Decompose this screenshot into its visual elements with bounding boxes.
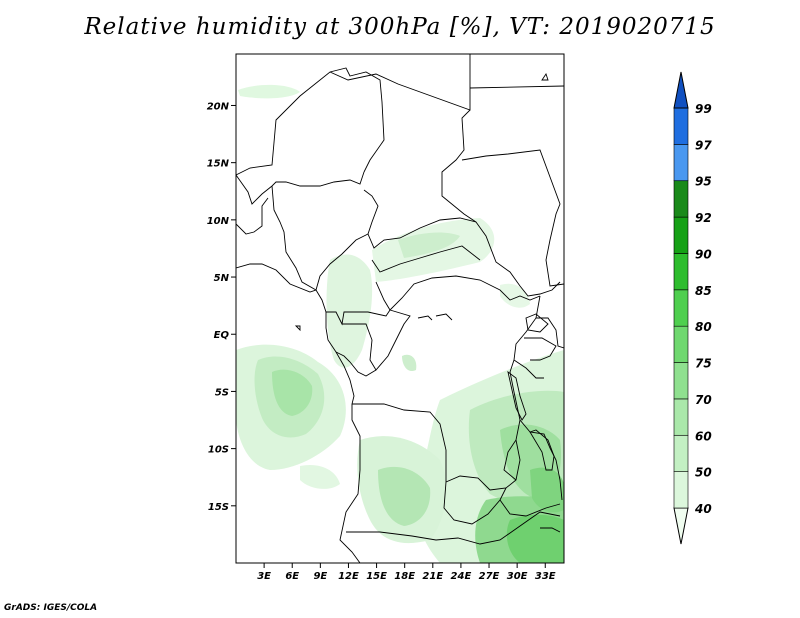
colorbar-level-label: 75 (695, 357, 712, 371)
humidity-shading (236, 84, 564, 563)
colorbar-level-label: 99 (695, 102, 712, 116)
credit-label: GrADS: IGES/COLA (4, 603, 98, 613)
lon-tick-label: 6E (285, 571, 299, 582)
country-borders (236, 54, 564, 563)
colorbar-level-label: 95 (695, 175, 712, 189)
lat-tick-label: 5N (214, 273, 230, 284)
colorbar-band (673, 180, 689, 218)
colorbar-band (673, 471, 689, 509)
lon-tick-label: 3E (257, 571, 271, 582)
colorbar-level-label: 60 (695, 429, 712, 443)
lon-tick-label: 18E (394, 571, 415, 582)
colorbar-high-triangle (673, 71, 689, 109)
colorbar-band (673, 289, 689, 327)
colorbar: 40 50 60 70 75 80 85 90 92 95 97 99 (673, 71, 712, 545)
lon-tick-label: 12E (338, 571, 359, 582)
colorbar-low-triangle (673, 507, 689, 545)
colorbar-band (673, 362, 689, 400)
lat-tick-label: EQ (214, 330, 230, 341)
colorbar-level-label: 70 (695, 393, 712, 407)
lon-tick-label: 30E (507, 571, 528, 582)
colorbar-band (673, 434, 689, 472)
lat-tick-label: 20N (207, 101, 230, 112)
colorbar-band (673, 216, 689, 254)
lat-tick-label: 15S (208, 502, 229, 513)
lon-tick-label: 21E (422, 571, 443, 582)
lat-tick-label: 10N (207, 216, 230, 227)
colorbar-band (673, 253, 689, 291)
colorbar-level-label: 40 (694, 502, 712, 516)
colorbar-level-label: 80 (695, 320, 712, 334)
map-title: Relative humidity at 300hPa [%], VT: 201… (84, 14, 716, 40)
lon-tick-label: 33E (535, 571, 556, 582)
colorbar-level-label: 90 (695, 247, 712, 261)
colorbar-level-label: 85 (695, 284, 712, 298)
colorbar-level-label: 97 (695, 138, 712, 152)
lat-tick-label: 10S (208, 445, 229, 456)
map-frame (235, 53, 565, 564)
lon-tick-label: 27E (479, 571, 500, 582)
lon-tick-label: 9E (313, 571, 327, 582)
colorbar-level-label: 50 (695, 466, 712, 480)
colorbar-level-label: 92 (695, 211, 712, 225)
lon-tick-label: 15E (366, 571, 387, 582)
map-axes: 20N 15N 10N 5N EQ 5S 10S 15S 3E 6E 9E 12E 15E 18E 21E 2… (207, 101, 556, 582)
lon-tick-label: 24E (451, 571, 472, 582)
colorbar-band (673, 398, 689, 436)
colorbar-band (673, 107, 689, 145)
colorbar-band (673, 144, 689, 182)
lat-tick-label: 15N (207, 159, 230, 170)
lat-tick-label: 5S (215, 387, 229, 398)
colorbar-band (673, 325, 689, 363)
